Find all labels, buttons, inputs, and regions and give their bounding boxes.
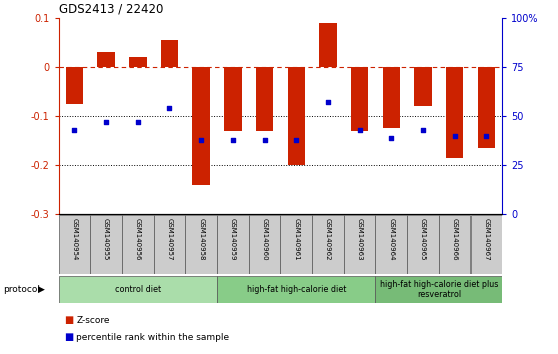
Bar <box>319 23 336 67</box>
Bar <box>256 67 273 131</box>
Text: Z-score: Z-score <box>76 316 110 325</box>
Bar <box>98 52 115 67</box>
Text: GSM140961: GSM140961 <box>294 218 299 261</box>
Text: GSM140967: GSM140967 <box>483 218 489 261</box>
Bar <box>249 215 280 274</box>
Text: GSM140954: GSM140954 <box>71 218 78 260</box>
Point <box>292 137 301 142</box>
Bar <box>153 215 185 274</box>
Bar <box>90 215 122 274</box>
Bar <box>281 215 312 274</box>
Point <box>450 133 459 138</box>
Text: control diet: control diet <box>115 285 161 294</box>
Bar <box>59 215 90 274</box>
Text: GSM140963: GSM140963 <box>357 218 363 261</box>
Point <box>387 135 396 141</box>
Bar <box>66 67 83 104</box>
Point <box>324 99 333 105</box>
Bar <box>129 57 147 67</box>
Text: percentile rank within the sample: percentile rank within the sample <box>76 332 229 342</box>
Text: GSM140964: GSM140964 <box>388 218 395 260</box>
Bar <box>224 67 242 131</box>
Bar <box>122 215 153 274</box>
Text: ▶: ▶ <box>38 285 45 294</box>
Point <box>70 127 79 132</box>
Bar <box>439 215 470 274</box>
Bar <box>470 215 502 274</box>
Text: GSM140958: GSM140958 <box>198 218 204 260</box>
Bar <box>351 67 368 131</box>
Bar <box>193 67 210 185</box>
Point <box>418 127 427 132</box>
Text: protocol: protocol <box>3 285 40 294</box>
Bar <box>217 276 376 303</box>
Bar <box>376 215 407 274</box>
Bar <box>344 215 376 274</box>
Text: high-fat high-calorie diet plus
resveratrol: high-fat high-calorie diet plus resverat… <box>379 280 498 299</box>
Bar <box>383 67 400 128</box>
Text: GSM140959: GSM140959 <box>230 218 236 260</box>
Bar <box>312 215 344 274</box>
Point <box>355 127 364 132</box>
Text: GSM140965: GSM140965 <box>420 218 426 260</box>
Text: GSM140966: GSM140966 <box>451 218 458 261</box>
Text: GDS2413 / 22420: GDS2413 / 22420 <box>59 2 163 15</box>
Bar <box>414 67 432 106</box>
Text: ■: ■ <box>64 315 74 325</box>
Point <box>482 133 491 138</box>
Bar <box>446 67 463 158</box>
Point <box>133 119 142 125</box>
Point <box>102 119 110 125</box>
Text: GSM140957: GSM140957 <box>166 218 172 260</box>
Text: GSM140960: GSM140960 <box>262 218 267 261</box>
Point <box>228 137 237 142</box>
Bar <box>59 276 217 303</box>
Bar <box>376 276 502 303</box>
Point <box>197 137 206 142</box>
Point <box>260 137 269 142</box>
Text: GSM140962: GSM140962 <box>325 218 331 260</box>
Bar <box>407 215 439 274</box>
Text: GSM140955: GSM140955 <box>103 218 109 260</box>
Bar <box>217 215 249 274</box>
Text: GSM140956: GSM140956 <box>135 218 141 260</box>
Bar <box>161 40 178 67</box>
Bar <box>185 215 217 274</box>
Text: ■: ■ <box>64 332 74 342</box>
Point <box>165 105 174 111</box>
Bar <box>478 67 495 148</box>
Bar <box>287 67 305 165</box>
Text: high-fat high-calorie diet: high-fat high-calorie diet <box>247 285 346 294</box>
